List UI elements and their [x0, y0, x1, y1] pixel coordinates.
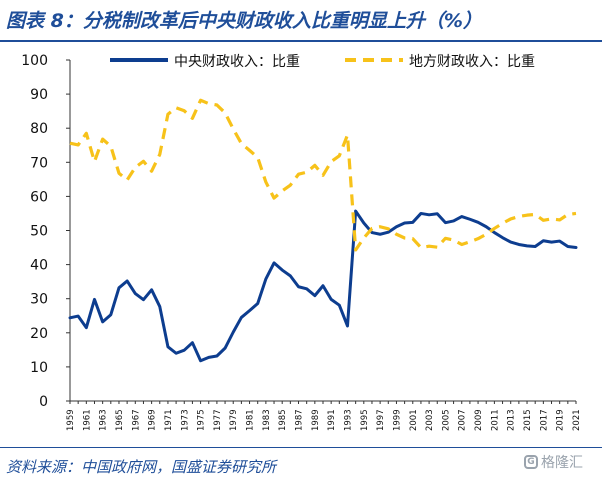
x-tick-label: 2013 — [507, 409, 517, 431]
x-tick-label: 2007 — [458, 409, 468, 431]
y-tick-label: 20 — [30, 326, 48, 342]
figure-title: 图表 8：分税制改革后中央财政收入比重明显上升（%） — [6, 10, 482, 32]
x-tick-label: 1967 — [131, 409, 141, 431]
axes: 0 10 20 30 40 50 60 70 80 90 100 1959 1961 1963 1965 19… — [21, 53, 582, 431]
watermark-logo-icon: G — [524, 455, 538, 469]
x-tick-label: 1991 — [327, 409, 337, 431]
footer-rule — [0, 447, 602, 448]
legend-label-central: 中央财政收入：比重 — [174, 54, 300, 70]
x-tick-label: 1965 — [115, 409, 125, 431]
y-tick-label: 30 — [30, 292, 48, 308]
y-tick-label: 100 — [21, 53, 48, 69]
x-tick-label: 1983 — [262, 409, 272, 431]
x-tick-label: 2003 — [425, 409, 435, 431]
y-tick-label: 90 — [30, 87, 48, 103]
x-tick-label: 1977 — [213, 409, 223, 431]
x-tick-label: 2011 — [490, 409, 500, 431]
title-bar: 图表 8：分税制改革后中央财政收入比重明显上升（%） — [0, 0, 602, 40]
source-note: 资料来源：中国政府网，国盛证券研究所 — [6, 458, 277, 476]
y-tick-label: 50 — [30, 224, 48, 240]
x-tick-label: 2015 — [523, 409, 533, 431]
watermark: G 格隆汇 — [524, 452, 583, 472]
x-tick-label: 2017 — [539, 409, 549, 431]
x-tick-label: 1993 — [343, 409, 353, 431]
plot-area — [68, 98, 578, 363]
x-tick-label: 1985 — [278, 409, 288, 431]
x-tick-label: 1971 — [164, 409, 174, 431]
x-tick-label: 1997 — [376, 409, 386, 431]
x-tick-label: 2019 — [556, 409, 566, 431]
x-tick-label: 1999 — [392, 409, 402, 431]
y-tick-label: 10 — [30, 360, 48, 376]
x-tick-label: 1995 — [360, 409, 370, 431]
x-tick-label: 1969 — [148, 409, 158, 431]
y-tick-label: 60 — [30, 189, 48, 205]
x-tick-label: 1975 — [197, 409, 207, 431]
title-rule — [0, 40, 602, 42]
x-tick-label: 1987 — [295, 409, 305, 431]
x-tick-label: 1989 — [311, 409, 321, 431]
legend: 中央财政收入：比重 地方财政收入：比重 — [110, 54, 535, 70]
series-line-local — [69, 98, 577, 252]
series-line-central — [68, 209, 578, 363]
line-chart: 中央财政收入：比重 地方财政收入：比重 0 10 20 30 40 50 60 70 80 90 1… — [21, 53, 582, 431]
x-tick-label: 1979 — [229, 409, 239, 431]
x-tick-label: 1963 — [99, 409, 109, 431]
x-tick-label: 1973 — [180, 409, 190, 431]
x-tick-label: 2005 — [441, 409, 451, 431]
y-tick-label: 0 — [39, 394, 48, 410]
x-tick-label: 2021 — [572, 409, 582, 431]
y-tick-label: 40 — [30, 258, 48, 274]
watermark-text: 格隆汇 — [541, 455, 583, 471]
legend-label-local: 地方财政收入：比重 — [409, 54, 535, 70]
x-tick-label: 1961 — [82, 409, 92, 431]
x-tick-label: 2009 — [474, 409, 484, 431]
x-tick-label: 1959 — [66, 409, 76, 431]
y-tick-label: 80 — [30, 121, 48, 137]
x-tick-label: 1981 — [246, 409, 256, 431]
x-tick-label: 2001 — [409, 409, 419, 431]
y-tick-label: 70 — [30, 155, 48, 171]
